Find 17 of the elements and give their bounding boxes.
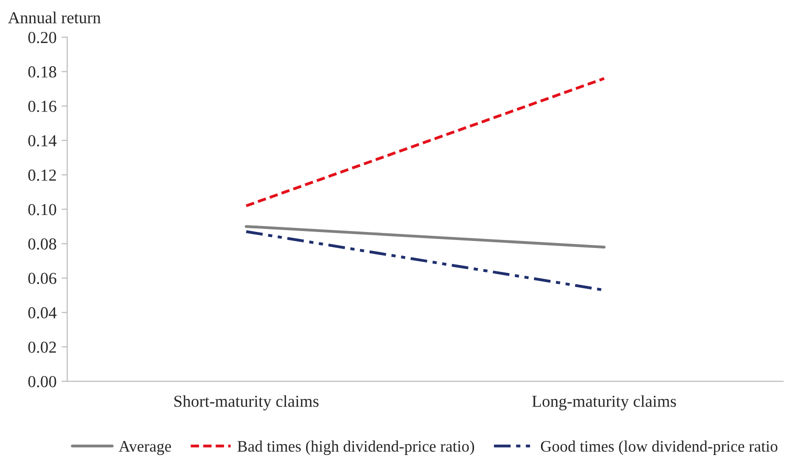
legend-label: Average [118, 441, 171, 456]
legend-label: Good times (low dividend-price ratio [540, 440, 778, 455]
y-tick-label: 0.16 [28, 100, 56, 112]
y-axis-title: Annual return [8, 12, 101, 24]
legend-label: Bad times (high dividend-price ratio) [237, 440, 474, 456]
y-tick-label: 0.12 [28, 170, 56, 181]
y-tick-label: 0.20 [28, 32, 56, 44]
y-tick-label: 0.02 [28, 342, 56, 353]
y-tick-label: 0.14 [28, 135, 57, 146]
y-tick-label: 0.10 [28, 204, 56, 216]
x-tick-label: Short-maturity claims [174, 395, 318, 410]
y-tick-label: 0.08 [28, 238, 56, 250]
y-tick-label: 0.06 [28, 272, 56, 284]
y-tick-label: 0.04 [28, 307, 57, 318]
y-tick-label: 0.18 [28, 66, 56, 78]
x-tick-label: Long-maturity claims [532, 395, 676, 410]
y-tick-label: 0.00 [28, 376, 56, 388]
